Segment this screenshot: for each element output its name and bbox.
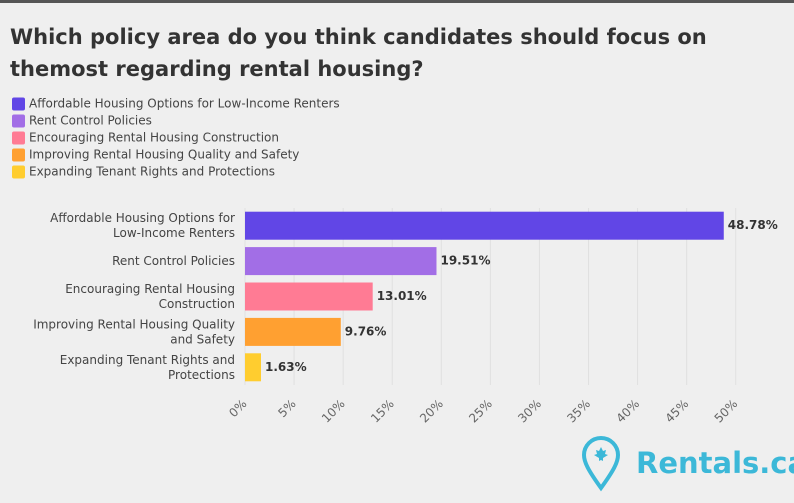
x-tick-label: 40%	[613, 397, 642, 426]
data-label: 9.76%	[345, 324, 387, 338]
x-tick-label: 30%	[515, 397, 544, 426]
legend-label: Improving Rental Housing Quality and Saf…	[29, 148, 299, 162]
bar	[245, 282, 373, 311]
x-tick-label: 10%	[319, 397, 348, 426]
y-tick-label: Encouraging Rental Housing Construction	[65, 282, 235, 311]
data-label: 19.51%	[440, 254, 490, 268]
legend-swatch	[12, 165, 25, 179]
y-tick-label: Expanding Tenant Rights and Protections	[60, 352, 235, 381]
x-tick-label: 0%	[226, 397, 249, 420]
x-tick-label: 50%	[712, 397, 741, 426]
logo-leaf	[594, 447, 608, 461]
chart-title: Which policy area do you think candidate…	[10, 25, 707, 81]
logo-pin	[581, 436, 621, 492]
legend-label: Encouraging Rental Housing Construction	[29, 131, 279, 145]
legend-swatch	[12, 97, 25, 111]
text-line: Encouraging Rental Housing	[65, 282, 235, 296]
x-tick-label: 45%	[663, 397, 692, 426]
x-tick-label: 15%	[368, 397, 397, 426]
text-line: Protections	[168, 367, 235, 381]
text-line: Low-Income Renters	[113, 226, 235, 240]
text-line: Improving Rental Housing Quality	[33, 317, 235, 331]
logo-text: Rentals.ca	[636, 446, 794, 480]
legend-label: Expanding Tenant Rights and Protections	[29, 165, 275, 179]
x-tick-label: 35%	[564, 397, 593, 426]
text-line: Construction	[159, 297, 235, 311]
data-label: 48.78%	[728, 218, 778, 232]
top-border	[0, 0, 794, 3]
y-tick-label: Improving Rental Housing Quality and Safe…	[33, 317, 235, 346]
data-label: 13.01%	[377, 289, 427, 303]
legend-swatch	[12, 131, 25, 145]
bar	[245, 211, 724, 240]
text-line: Which policy area do you think candidate…	[10, 25, 707, 49]
text-line: and Safety	[170, 332, 235, 346]
legend-swatch	[12, 148, 25, 162]
x-tick-label: 20%	[417, 397, 446, 426]
y-tick-label: Rent Control Policies	[112, 254, 235, 268]
text-line: themost regarding rental housing?	[10, 57, 424, 81]
legend-label: Affordable Housing Options for Low-Incom…	[29, 97, 340, 111]
text-line: Expanding Tenant Rights and	[60, 352, 235, 366]
legend-label: Rent Control Policies	[29, 114, 152, 128]
bar	[245, 317, 341, 346]
x-tick-label: 5%	[275, 397, 298, 420]
x-tick-label: 25%	[466, 397, 495, 426]
legend-swatch	[12, 114, 25, 128]
text-line: Affordable Housing Options for	[50, 211, 235, 225]
bar	[245, 353, 261, 382]
text-line: Rent Control Policies	[112, 254, 235, 268]
bar	[245, 247, 437, 276]
data-label: 1.63%	[265, 360, 307, 374]
y-tick-label: Affordable Housing Options for Low-Income…	[50, 211, 235, 240]
logo: Rentals.ca	[581, 436, 794, 492]
